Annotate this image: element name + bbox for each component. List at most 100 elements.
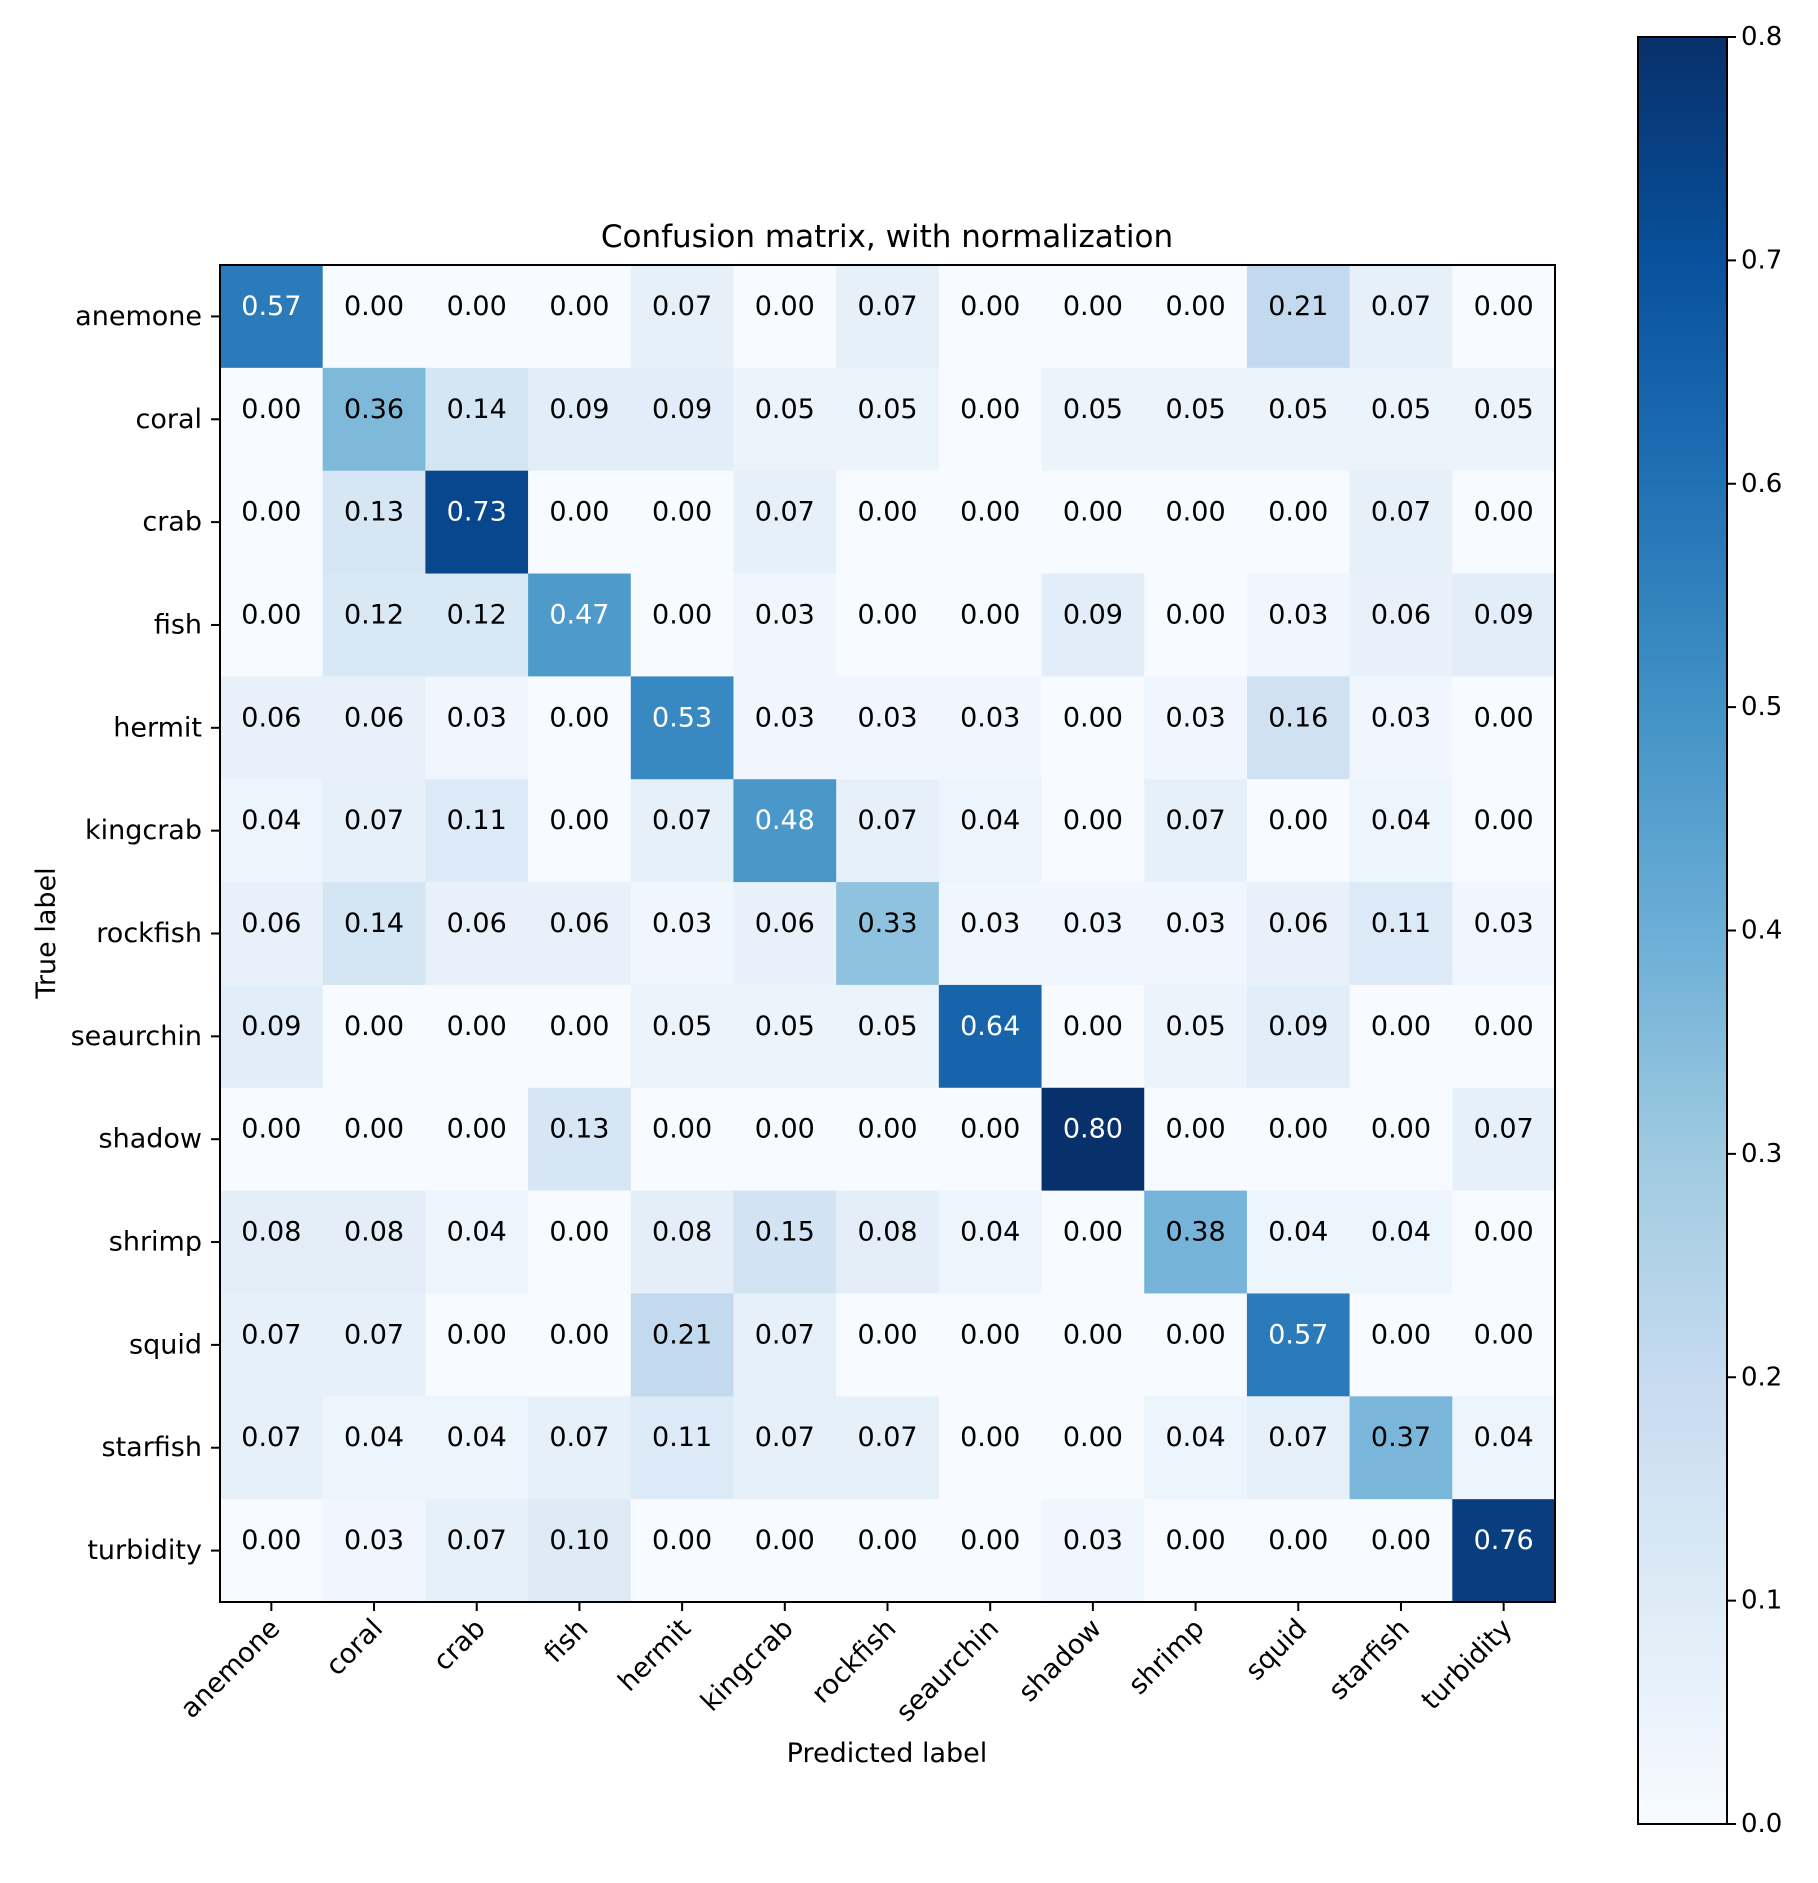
heatmap-cell	[1144, 984, 1248, 1089]
heatmap-cell-value: 0.00	[1268, 1114, 1328, 1145]
x-tick-label: squid	[1240, 1613, 1314, 1687]
heatmap-cell	[630, 779, 735, 883]
heatmap-cell	[528, 573, 632, 677]
heatmap-cell	[322, 1087, 426, 1192]
colorbar-tick-label: 0.1	[1741, 1586, 1782, 1616]
heatmap-cell-value: 0.00	[1371, 1114, 1431, 1145]
heatmap-cell	[630, 573, 735, 677]
heatmap-cell	[1452, 1087, 1556, 1192]
heatmap-cell	[1041, 1396, 1145, 1500]
heatmap-cell	[938, 676, 1043, 780]
heatmap-cell	[630, 1293, 735, 1397]
heatmap-cell-value: 0.04	[1166, 1422, 1226, 1453]
heatmap-cell	[322, 265, 426, 369]
heatmap-cell-value: 0.07	[549, 1422, 609, 1453]
heatmap-cell-value: 0.03	[1166, 908, 1226, 939]
heatmap-cell	[220, 470, 324, 575]
x-tick-label: starfish	[1323, 1613, 1416, 1706]
heatmap-cell-value: 0.06	[241, 702, 301, 733]
heatmap-cell	[1452, 779, 1556, 883]
heatmap-cell	[836, 573, 940, 677]
heatmap-cell-value: 0.07	[652, 291, 712, 322]
heatmap-cell-value: 0.00	[1063, 1011, 1123, 1042]
heatmap-cell	[938, 779, 1043, 883]
heatmap-cell	[1349, 779, 1453, 883]
heatmap-cell-value: 0.13	[549, 1114, 609, 1145]
heatmap-cell-value: 0.38	[1166, 1217, 1226, 1248]
heatmap-cell-value: 0.00	[1371, 1011, 1431, 1042]
heatmap-cell-value: 0.06	[1268, 908, 1328, 939]
heatmap-cell-value: 0.00	[549, 1011, 609, 1042]
heatmap-cell	[836, 1499, 940, 1603]
heatmap-cell-value: 0.00	[549, 702, 609, 733]
heatmap-cell	[528, 1190, 632, 1295]
heatmap-cell	[1452, 1396, 1556, 1500]
heatmap-cell-value: 0.00	[241, 394, 301, 425]
heatmap-cell-value: 0.00	[549, 805, 609, 836]
heatmap-cell	[528, 367, 632, 472]
heatmap-cell-value: 0.12	[344, 599, 404, 630]
heatmap-cell	[630, 882, 735, 986]
heatmap-cell	[836, 367, 940, 472]
colorbar-tick-label: 0.2	[1741, 1362, 1782, 1392]
heatmap-cell-value: 0.03	[1371, 702, 1431, 733]
heatmap-cell	[528, 1499, 632, 1603]
heatmap-cell-value: 0.21	[652, 1319, 712, 1350]
heatmap-cell-value: 0.09	[1268, 1011, 1328, 1042]
x-axis-label: Predicted label	[787, 1738, 988, 1769]
heatmap-cell-value: 0.07	[857, 1422, 917, 1453]
heatmap-cell	[220, 367, 324, 472]
colorbar-ticks: 0.0 0.1 0.2 0.3 0.4 0.5 0.6 0.7 0.8	[1727, 22, 1782, 1839]
x-tick-label: rockfish	[806, 1613, 903, 1710]
y-tick-label: seaurchin	[71, 1021, 202, 1052]
heatmap-cell-value: 0.00	[1474, 1319, 1534, 1350]
y-tick-label: coral	[135, 404, 202, 435]
heatmap-cell	[1144, 882, 1248, 986]
heatmap-cell-value: 0.21	[1268, 291, 1328, 322]
heatmap-cell-value: 0.06	[447, 908, 507, 939]
heatmap-cell	[425, 676, 529, 780]
colorbar	[1637, 36, 1728, 1825]
x-tick-label: coral	[320, 1613, 389, 1682]
heatmap-cell	[938, 1396, 1043, 1500]
x-tick-label: shrimp	[1123, 1613, 1211, 1701]
heatmap-cell	[836, 1190, 940, 1295]
heatmap-cell-value: 0.00	[857, 1114, 917, 1145]
heatmap-cell	[733, 882, 837, 986]
heatmap-cell	[938, 882, 1043, 986]
y-tick-label: fish	[154, 609, 202, 640]
y-tick-label: shrimp	[109, 1227, 202, 1258]
heatmap-cell	[1144, 573, 1248, 677]
heatmap-cell-value: 0.06	[344, 702, 404, 733]
heatmap-cell-value: 0.00	[344, 1114, 404, 1145]
heatmap-cell-value: 0.09	[1474, 599, 1534, 630]
y-tick-label: shadow	[99, 1124, 202, 1155]
heatmap-cell	[1041, 265, 1145, 369]
heatmap-cell-value: 0.00	[344, 291, 404, 322]
heatmap-cell-value: 0.00	[857, 1525, 917, 1556]
heatmap-cell-value: 0.00	[1166, 1114, 1226, 1145]
heatmap-cell-value: 0.05	[755, 394, 815, 425]
heatmap-cell	[425, 1396, 529, 1500]
heatmap-cell-value: 0.07	[241, 1319, 301, 1350]
heatmap-cell-value: 0.07	[241, 1422, 301, 1453]
heatmap-cell	[1452, 367, 1556, 472]
heatmap-cell	[1144, 1293, 1248, 1397]
heatmap-cell-value: 0.07	[1166, 805, 1226, 836]
heatmap-cell	[630, 1499, 735, 1603]
heatmap-cell-value: 0.04	[447, 1217, 507, 1248]
colorbar-tick-label: 0.5	[1741, 692, 1782, 722]
heatmap-cell-value: 0.06	[1371, 599, 1431, 630]
heatmap-cell-value: 0.00	[1474, 1011, 1534, 1042]
heatmap-cell	[1452, 265, 1556, 369]
heatmap-cell	[1452, 573, 1556, 677]
heatmap-cell-value: 0.05	[1063, 394, 1123, 425]
heatmap-cell	[836, 1396, 940, 1500]
y-tick-label: crab	[142, 507, 202, 538]
heatmap-cell-value: 0.08	[652, 1217, 712, 1248]
heatmap-cell	[733, 1190, 837, 1295]
heatmap-cell	[1246, 1396, 1351, 1500]
heatmap-cell-value: 0.00	[755, 1525, 815, 1556]
heatmap-cell	[733, 573, 837, 677]
heatmap-cell	[1041, 676, 1145, 780]
